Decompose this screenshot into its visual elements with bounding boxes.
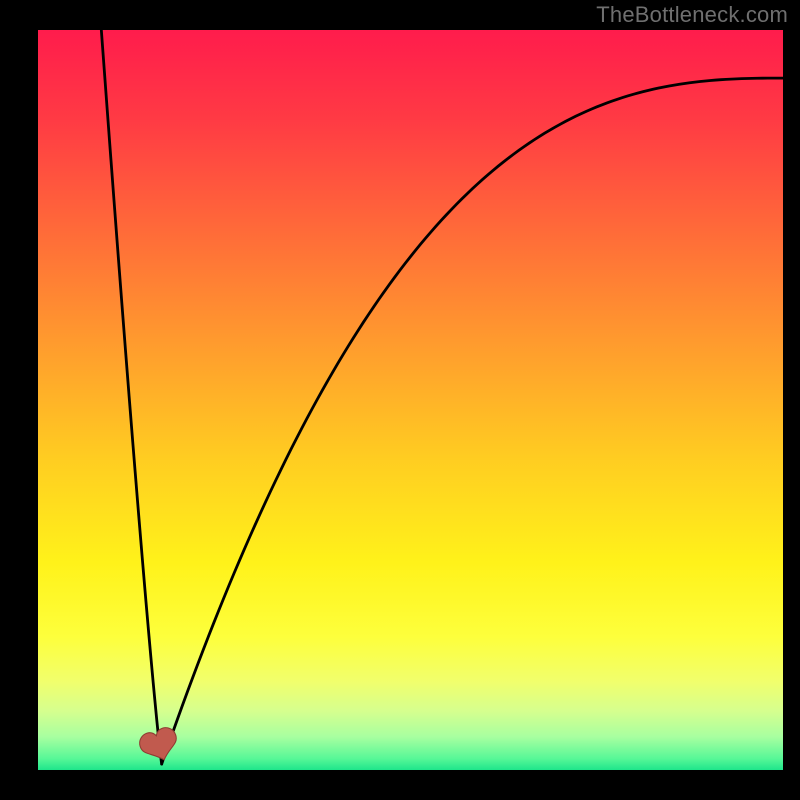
- chart-frame: TheBottleneck.com: [0, 0, 800, 800]
- watermark-text: TheBottleneck.com: [596, 2, 788, 28]
- plot-area: [38, 30, 783, 770]
